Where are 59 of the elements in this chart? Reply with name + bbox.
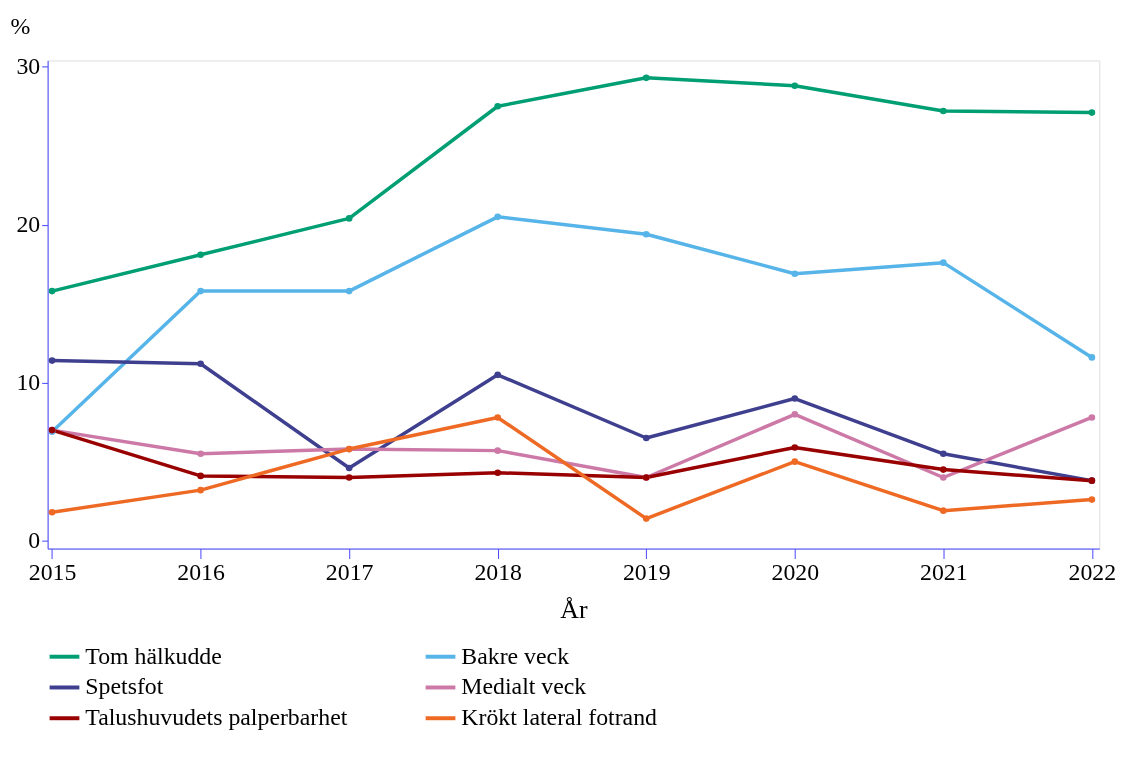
- legend-label: Bakre veck: [461, 642, 570, 669]
- point: [197, 450, 204, 458]
- point: [642, 230, 650, 238]
- x-tick-label: 2016: [177, 558, 226, 585]
- point: [940, 507, 947, 514]
- point: [345, 464, 353, 472]
- point: [494, 414, 502, 421]
- point: [940, 107, 947, 115]
- point: [940, 259, 947, 266]
- point: [48, 357, 56, 364]
- point: [494, 447, 502, 454]
- point: [494, 371, 502, 379]
- legend-label: Medialt veck: [461, 673, 587, 700]
- point: [48, 508, 56, 516]
- point: [791, 395, 799, 402]
- point: [1088, 414, 1096, 421]
- point: [1088, 354, 1096, 361]
- point: [48, 287, 56, 295]
- y-tick-label: 30: [16, 53, 41, 80]
- x-tick-label: 2019: [622, 558, 671, 585]
- point: [197, 287, 204, 295]
- point: [1088, 496, 1096, 503]
- legend-label: Talushuvudets palperbarhet: [85, 704, 348, 731]
- legend-label: Krökt lateral fotrand: [461, 704, 658, 731]
- point: [197, 486, 204, 494]
- legend-label: Spetsfot: [85, 673, 164, 700]
- x-axis-title: År: [560, 594, 588, 624]
- point: [642, 434, 650, 442]
- point: [345, 215, 353, 222]
- x-tick-label: 2021: [920, 558, 968, 585]
- y-tick-label: 20: [16, 211, 41, 238]
- point: [345, 474, 353, 481]
- point: [791, 458, 799, 466]
- x-tick-label: 2020: [771, 558, 820, 585]
- point: [791, 270, 799, 278]
- point: [940, 474, 947, 481]
- point: [642, 74, 650, 82]
- point: [197, 360, 204, 368]
- point: [791, 410, 799, 418]
- y-tick-label: 10: [16, 369, 41, 396]
- point: [494, 213, 502, 221]
- y-tick-label: 0: [28, 527, 41, 554]
- x-tick-label: 2018: [474, 558, 522, 585]
- point: [345, 287, 353, 295]
- x-tick-label: 2022: [1068, 558, 1117, 585]
- point: [197, 251, 204, 259]
- y-axis-title: %: [10, 13, 31, 40]
- x-tick-label: 2015: [28, 558, 77, 585]
- point: [642, 515, 650, 522]
- point: [197, 472, 204, 480]
- point: [791, 444, 799, 451]
- point: [940, 466, 947, 473]
- x-tick-label: 2017: [325, 558, 374, 585]
- point: [940, 450, 947, 458]
- point: [791, 82, 799, 90]
- legend-label: Tom hälkudde: [85, 642, 222, 669]
- point: [494, 102, 502, 110]
- point: [494, 469, 502, 477]
- point: [1088, 109, 1096, 116]
